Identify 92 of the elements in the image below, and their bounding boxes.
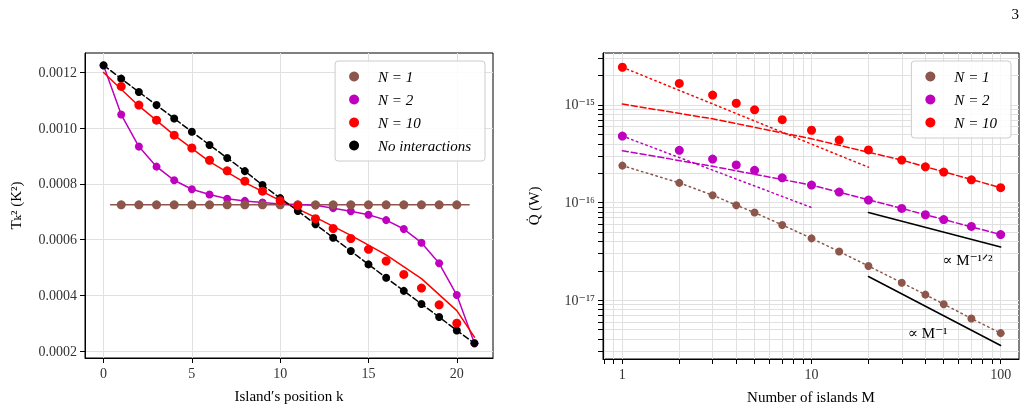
point [346,247,355,256]
point [152,200,162,210]
point [240,176,250,186]
x-tick-label: 10 [804,366,819,382]
x-axis-title: Island′s position k [234,387,345,404]
y-tick-label: 0.0004 [38,287,77,303]
x-tick-label: 15 [361,365,376,381]
legend-label: No interactions [377,137,472,154]
point [434,200,444,210]
y-axis-title: Q̇ (W) [525,186,543,226]
point [152,101,161,110]
x-axis-title: Number of islands M [747,388,875,405]
point [416,283,426,293]
x-tick-label: 0 [100,365,108,381]
point [170,114,179,123]
x-tick-label: 20 [449,365,464,381]
point [187,143,197,153]
point [222,166,232,176]
legend-label: N = 1 [377,68,414,85]
point [399,200,409,210]
point [152,115,162,125]
point [328,200,338,210]
x-tick-label: 5 [188,365,196,381]
point [452,318,462,328]
x-tick-label: 10 [273,365,288,381]
point [134,100,144,110]
point [205,200,215,210]
point [417,238,426,247]
point [187,200,197,210]
point [205,190,214,199]
annotation: ∝ M⁻¹ᐟ² [942,252,994,269]
y-tick-label: 0.0002 [38,343,77,359]
x-tick-label: 100 [990,366,1012,382]
point [328,223,338,233]
y-tick-label: 10⁻¹⁶ [564,195,596,211]
point [116,81,126,91]
y-tick-label: 0.0008 [38,176,77,192]
point [134,200,144,210]
point [240,200,250,210]
point [399,269,409,279]
text: 3 [1011,5,1019,22]
point [363,244,373,254]
point [223,154,232,163]
point [399,225,408,234]
y-tick-label: 0.0012 [38,65,77,80]
y-tick-label: 0.0006 [38,232,77,248]
y-tick-label: 0.0010 [38,120,77,136]
point [169,200,179,210]
point [417,299,426,308]
point [187,185,196,194]
legend-label: N = 10 [377,114,422,131]
point [381,200,391,210]
point [116,200,126,210]
x-tick-label: 1 [618,366,626,382]
point [205,155,215,165]
point [187,127,196,136]
legend-label: N = 10 [953,114,998,131]
point [258,186,268,196]
point [452,291,461,300]
legend-label: N = 2 [953,91,990,108]
legend-label: N = 2 [377,91,414,108]
point [152,162,161,171]
point [346,234,356,243]
point [346,200,356,210]
point [435,313,444,322]
y-tick-label: 10⁻¹⁵ [564,97,596,113]
point [382,216,391,225]
point [222,200,232,210]
point [117,74,126,83]
point [117,110,126,119]
point [416,200,426,210]
annotation: ∝ M⁻¹ [907,325,948,342]
point [452,200,462,210]
point [364,210,373,219]
point [363,200,373,210]
y-tick-label: 10⁻¹⁷ [564,292,596,308]
point [435,259,444,268]
y-axis-title: Tₖ² (K²) [7,181,25,230]
legend-label: N = 1 [953,68,990,85]
point [170,176,179,185]
point [434,300,444,310]
point [240,167,249,176]
point [134,88,143,96]
point [364,260,373,269]
point [399,286,408,295]
point [169,130,179,140]
point [381,256,391,266]
point [311,214,320,224]
point [205,140,214,149]
point [382,273,391,282]
point [134,142,143,151]
point [329,233,338,242]
